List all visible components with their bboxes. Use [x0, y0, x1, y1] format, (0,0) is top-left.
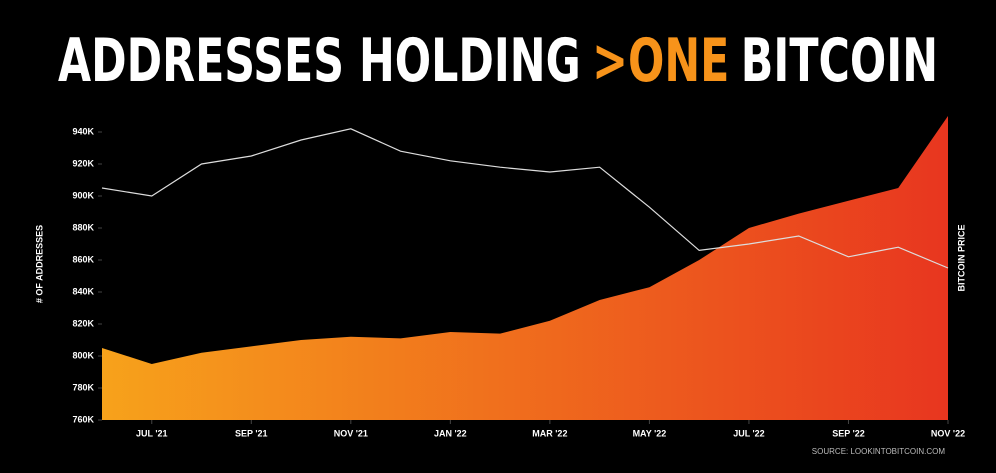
price-line — [101, 128, 949, 269]
y-tick-label: 820K — [72, 318, 94, 328]
y-tick-label: 860K — [72, 254, 94, 264]
title-part: ADDRESSES HOLDING — [58, 26, 581, 96]
x-tick-label: SEP '22 — [832, 428, 865, 438]
y-axis-label: # OF ADDRESSES — [34, 225, 44, 303]
title-part: >ONE — [592, 26, 729, 96]
x-tick-label: SEP '21 — [235, 428, 268, 438]
y-tick-label: 800K — [72, 350, 94, 360]
y2-axis-label: BITCOIN PRICE — [956, 224, 966, 291]
x-tick-label: JUL '22 — [733, 428, 765, 438]
title-part: BITCOIN — [741, 26, 938, 96]
x-tick-label: MAY '22 — [633, 428, 667, 438]
x-tick-label: NOV '22 — [931, 428, 965, 438]
y-tick-label: 780K — [72, 382, 94, 392]
y-tick-label: 760K — [72, 414, 94, 424]
source-note: SOURCE: LOOKINTOBITCOIN.COM — [812, 447, 946, 456]
x-tick-label: JUL '21 — [136, 428, 168, 438]
chart-title: ADDRESSES HOLDING>ONEBITCOIN — [58, 26, 938, 96]
area — [102, 116, 948, 420]
y-tick-label: 940K — [72, 126, 94, 136]
y-tick-label: 920K — [72, 158, 94, 168]
y-tick-label: 880K — [72, 222, 94, 232]
x-tick-label: NOV '21 — [334, 428, 368, 438]
y-tick-label: 900K — [72, 190, 94, 200]
y-tick-label: 840K — [72, 286, 94, 296]
x-tick-label: JAN '22 — [434, 428, 467, 438]
x-tick-label: MAR '22 — [532, 428, 567, 438]
